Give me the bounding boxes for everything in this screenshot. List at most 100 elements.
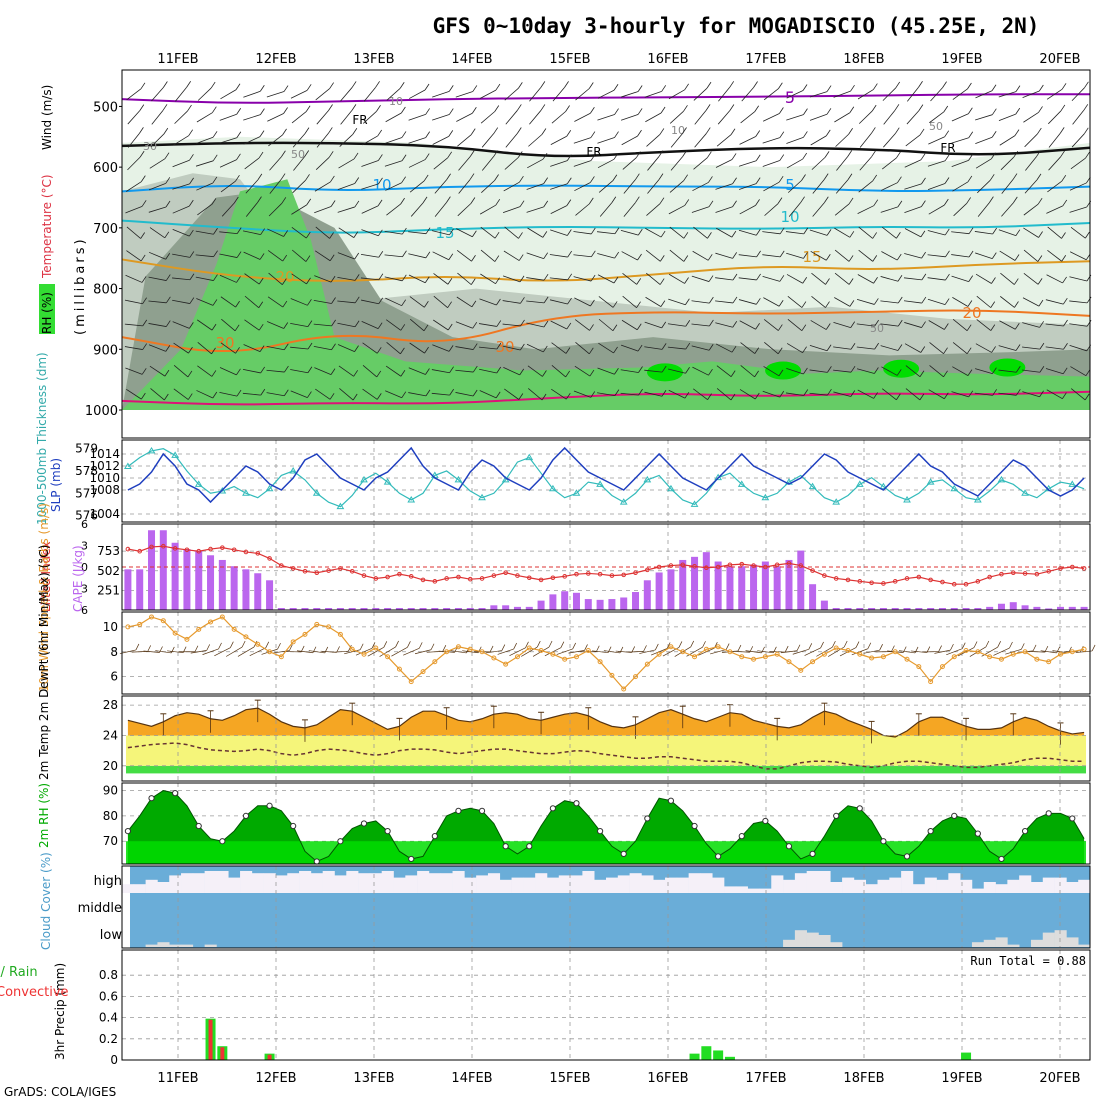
wind10-marker — [904, 656, 910, 662]
wind-barb — [175, 87, 187, 102]
wind-barb — [809, 344, 828, 352]
wind-barb-flag — [402, 250, 407, 257]
rh2m-marker — [951, 812, 958, 820]
wind-barb-flag — [424, 346, 429, 354]
wind-barb-flag — [353, 370, 358, 377]
rh2m-marker — [195, 822, 202, 830]
wind-barb-flag — [636, 301, 641, 308]
temp-tick: 20 — [103, 759, 118, 773]
cape-bar — [915, 608, 923, 610]
li-marker — [562, 574, 567, 579]
wind-barb-flag — [425, 108, 430, 115]
wind10-barb-flag — [218, 642, 222, 650]
cloud-high-clear — [582, 871, 595, 893]
wind-barb — [1070, 388, 1086, 401]
cloud-high-clear — [665, 877, 678, 893]
wind-barb-flag — [729, 81, 735, 88]
precip-total-bar — [701, 1046, 712, 1060]
cape-bar — [1080, 606, 1088, 610]
wind-barb-flag — [1084, 393, 1090, 401]
cloud-high-clear — [546, 877, 560, 893]
wind10-marker — [231, 626, 237, 632]
cape-bar — [986, 606, 994, 610]
li-marker — [916, 574, 922, 580]
wind-barb — [151, 110, 164, 125]
wind-barb — [458, 156, 471, 171]
wind-barb-flag — [401, 131, 407, 138]
wind-barb — [785, 231, 804, 235]
li-marker — [456, 574, 461, 580]
wind-barb — [432, 251, 449, 261]
cloud-high-clear — [381, 871, 394, 893]
cape-bar — [608, 599, 616, 610]
isotherm-line — [121, 184, 1091, 193]
contour-label: 50 — [291, 148, 305, 161]
cloud-high-clear — [216, 871, 229, 893]
wind10-marker — [385, 654, 391, 660]
thickness-marker — [289, 466, 298, 474]
li-tick: 0 — [81, 561, 88, 574]
wind10-marker — [491, 655, 497, 661]
li-tick: 6 — [81, 518, 88, 531]
wind-barb-flag — [540, 104, 546, 111]
li-marker — [715, 564, 721, 570]
cape-bar — [490, 605, 498, 610]
wind-barb — [788, 202, 801, 217]
wind-barb — [812, 202, 825, 217]
wind-barb — [621, 251, 638, 261]
wind-barb-flag — [1038, 299, 1044, 307]
wind-barb-flag — [637, 344, 643, 352]
wind-barb-flag — [494, 255, 500, 262]
wind-barb — [243, 136, 261, 145]
wind-barb-flag — [848, 197, 854, 205]
wind-barb-flag — [1062, 276, 1067, 284]
li-marker — [1022, 571, 1028, 576]
wind-barb-flag — [590, 227, 596, 235]
wind-barb-flag — [779, 107, 784, 114]
wind-barb — [646, 272, 661, 285]
wind-barb-flag — [330, 368, 336, 375]
wind-barb — [646, 203, 661, 216]
cloud-high-clear — [1030, 882, 1044, 893]
wind10-barb-flag — [359, 643, 364, 650]
wind-barb — [810, 320, 827, 330]
wind-barb-flag — [589, 369, 595, 377]
wind10-barb-flag — [513, 642, 517, 650]
wind-barb — [409, 180, 425, 193]
cape-bar — [820, 600, 828, 610]
wind10-marker — [432, 659, 438, 665]
wind-barb — [529, 110, 542, 125]
rh2m-marker — [549, 805, 556, 812]
cloud-high-clear — [818, 871, 831, 893]
wind-barb — [504, 88, 519, 101]
wind-barb-flag — [732, 200, 737, 207]
wind-barb-flag — [1039, 390, 1044, 397]
cloud-low-bar — [783, 939, 796, 947]
wind-barb — [1070, 226, 1086, 239]
wind10-barb — [379, 646, 396, 657]
wind-barb — [293, 156, 306, 171]
wind-barb-flag — [848, 255, 854, 262]
wind10-barb — [745, 650, 762, 654]
wind-barb-flag — [1012, 196, 1018, 204]
wind-barb-flag — [142, 297, 147, 304]
wind10-barb-flag — [725, 643, 730, 650]
temp-band-low — [126, 765, 1086, 774]
wind-barb — [881, 251, 898, 261]
wind10-marker — [798, 667, 804, 673]
cape-bar — [726, 566, 734, 610]
wind-barb — [551, 388, 567, 400]
li-marker — [881, 581, 886, 586]
wind-barb — [173, 388, 189, 400]
wind-barb-flag — [469, 150, 475, 157]
li-marker — [810, 568, 815, 573]
wind-barb — [998, 113, 1016, 121]
wind-barb — [314, 275, 332, 283]
wind10-barb — [627, 651, 644, 653]
wind-barb — [244, 295, 259, 309]
wind-barb — [220, 296, 236, 308]
wind-barb-flag — [778, 175, 784, 183]
rh2m-marker — [502, 843, 509, 850]
lifted-index-label: Lifted Index — [39, 541, 53, 612]
thickness-marker — [336, 502, 345, 510]
